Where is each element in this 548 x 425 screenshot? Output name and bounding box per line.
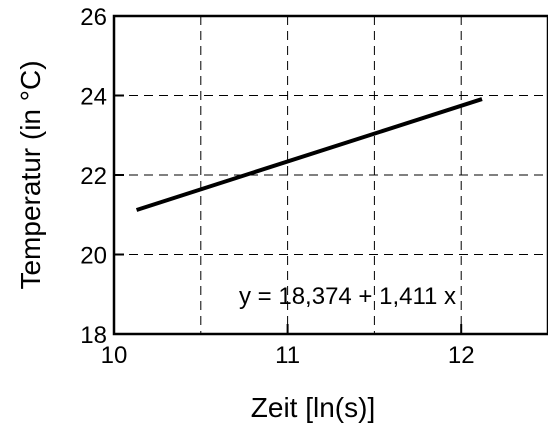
plot-frame <box>112 14 548 336</box>
y-tick-label: 20 <box>80 243 107 270</box>
y-axis-label: Temperatur (in °C) <box>15 60 46 289</box>
regression-equation: y = 18,374 + 1,411 x <box>239 283 456 310</box>
series-line <box>135 97 483 212</box>
y-tick-label: 18 <box>80 322 107 349</box>
y-tick-label: 24 <box>80 84 107 111</box>
x-tick-label: 11 <box>275 342 300 369</box>
x-tick-label: 10 <box>101 342 128 369</box>
tick-labels: 10 11 12 18 20 22 24 26 <box>80 4 474 369</box>
y-tick-label: 26 <box>80 4 107 31</box>
x-tick-label: 12 <box>448 342 475 369</box>
series-lines <box>135 97 483 212</box>
y-tick-label: 22 <box>80 163 107 190</box>
grid-lines <box>114 16 548 334</box>
x-axis-label: Zeit [ln(s)] <box>251 392 375 423</box>
